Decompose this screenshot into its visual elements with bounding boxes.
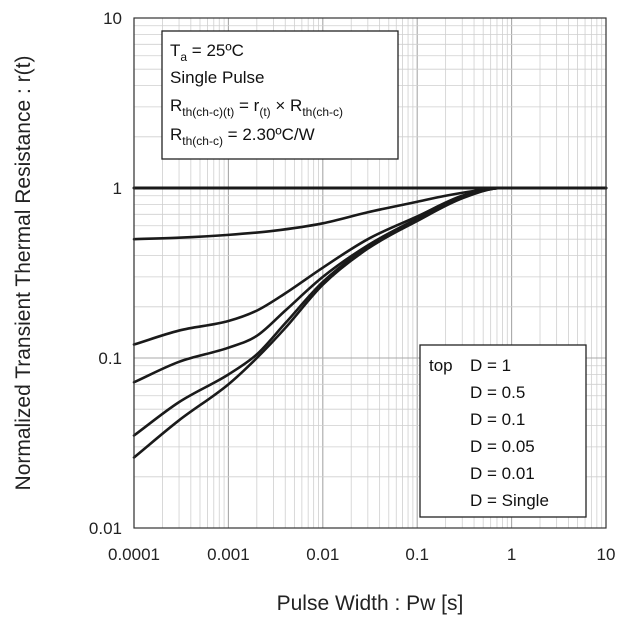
y-tick-label: 0.1 [98, 349, 122, 368]
legend-frame [419, 344, 587, 518]
x-tick-labels: 0.0001 0.001 0.01 0.1 1 10 [108, 545, 615, 564]
thermal-resistance-formula: Rth(ch-c)(t) = r(t) × Rth(ch-c) [170, 96, 343, 119]
legend-prefix: top [429, 356, 453, 375]
x-tick-label: 1 [507, 545, 516, 564]
legend-entry-3: D = 0.1 [470, 410, 525, 429]
series-line-6 [132, 186, 608, 459]
legend-entry-1: D = 1 [470, 356, 511, 375]
ambient-temperature-text: Ta = 25ºC [170, 41, 244, 64]
y-tick-labels: 0.01 0.1 1 10 [89, 9, 122, 538]
legend-entry-6: D = Single [470, 491, 549, 510]
conditions-box-frame [161, 30, 399, 160]
legend-entry-4: D = 0.05 [470, 437, 535, 456]
legend-entry-2: D = 0.5 [470, 383, 525, 402]
y-tick-label: 10 [103, 9, 122, 28]
conditions-box: Ta = 25ºC Single Pulse Rth(ch-c)(t) = r(… [161, 30, 399, 160]
series-layer [132, 186, 608, 459]
y-axis-title: Normalized Transient Thermal Resistance … [12, 56, 35, 491]
legend-entry-5: D = 0.01 [470, 464, 535, 483]
x-tick-label: 0.001 [207, 545, 250, 564]
plot-frame [133, 17, 607, 529]
x-axis-title: Pulse Width : Pw [s] [277, 592, 464, 615]
x-tick-label: 10 [597, 545, 616, 564]
legend: top D = 1 D = 0.5 D = 0.1 D = 0.05 D = 0… [419, 344, 587, 518]
single-pulse-text: Single Pulse [170, 68, 265, 87]
thermal-resistance-value: Rth(ch-c) = 2.30ºC/W [170, 125, 315, 148]
x-tick-label: 0.01 [306, 545, 339, 564]
y-tick-label: 0.01 [89, 519, 122, 538]
y-tick-label: 1 [113, 179, 122, 198]
x-tick-label: 0.1 [405, 545, 429, 564]
x-tick-label: 0.0001 [108, 545, 160, 564]
